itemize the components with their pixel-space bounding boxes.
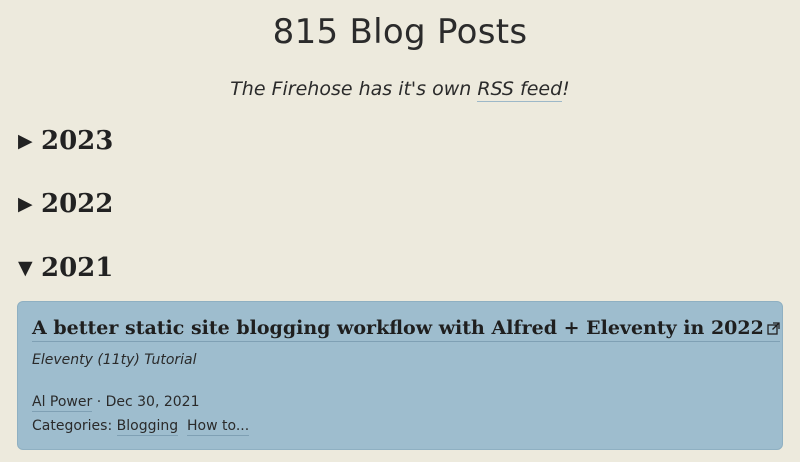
post-subtitle: Eleventy (11ty) Tutorial: [32, 352, 197, 368]
meta-separator: ·: [92, 394, 106, 410]
subtitle-suffix: !: [562, 78, 570, 100]
year-label: 2021: [41, 253, 114, 283]
post-card: A better static site blogging workflow w…: [17, 301, 783, 450]
expanded-triangle-icon: ▼: [18, 257, 33, 279]
year-label: 2022: [41, 189, 114, 219]
page-subtitle: The Firehose has it's own RSS feed!: [0, 78, 800, 102]
category-link-how-to[interactable]: How to...: [187, 418, 250, 436]
external-link-icon: [767, 318, 780, 340]
post-title: A better static site blogging workflow w…: [32, 317, 764, 339]
collapsed-triangle-icon: ▶: [18, 130, 33, 152]
post-title-link[interactable]: A better static site blogging workflow w…: [32, 317, 780, 342]
subtitle-text: The Firehose has it's own: [230, 78, 478, 100]
year-toggle-2022[interactable]: ▶ 2022: [18, 189, 113, 219]
year-toggle-2023[interactable]: ▶ 2023: [18, 126, 113, 156]
page-title: 815 Blog Posts: [272, 12, 528, 52]
collapsed-triangle-icon: ▶: [18, 193, 33, 215]
author-link[interactable]: Al Power: [32, 394, 93, 412]
categories-label: Categories:: [32, 418, 117, 434]
year-label: 2023: [41, 126, 114, 156]
category-link-blogging[interactable]: Blogging: [116, 418, 179, 436]
rss-feed-link[interactable]: RSS feed: [477, 78, 563, 102]
year-toggle-2021[interactable]: ▼ 2021: [18, 253, 113, 283]
post-categories: Categories: Blogging How to...: [32, 418, 250, 436]
post-meta: Al Power · Dec 30, 2021: [32, 394, 200, 412]
post-date: Dec 30, 2021: [105, 394, 200, 410]
